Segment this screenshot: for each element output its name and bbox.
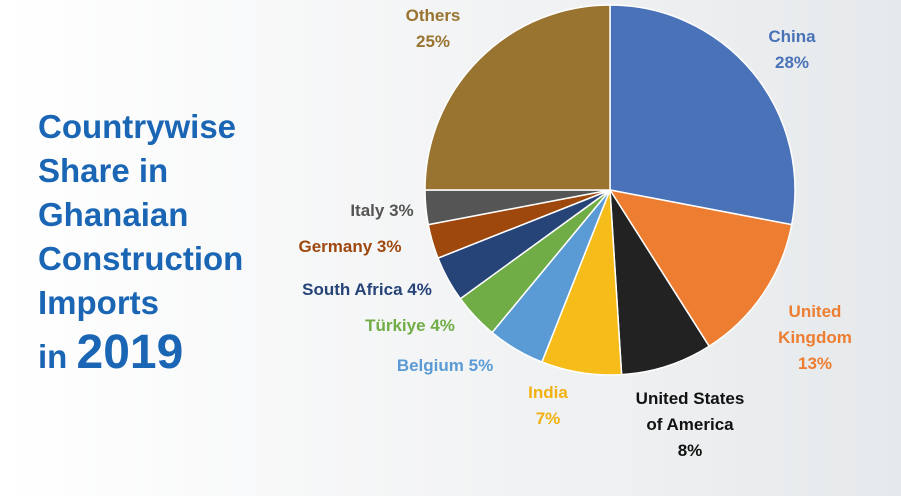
chart-title: Countrywise Share in Ghanaian Constructi…	[38, 105, 243, 379]
data-label: Others 25%	[373, 3, 493, 55]
pie-slice	[608, 188, 793, 348]
label-name: Italy	[350, 201, 385, 220]
label-name: United States of America	[635, 389, 745, 434]
label-value: 8%	[677, 441, 703, 460]
label-value: 28%	[774, 53, 810, 72]
label-name: Belgium	[396, 356, 464, 375]
data-label: India 7%	[508, 380, 588, 432]
data-label: Belgium 5%	[365, 353, 525, 379]
pie-slice	[609, 4, 796, 226]
pie-slice	[424, 4, 611, 191]
label-name: Others	[405, 6, 461, 25]
label-value: 4%	[407, 280, 432, 299]
label-value: 7%	[535, 409, 561, 428]
label-name: Germany	[298, 237, 373, 256]
data-label: South Africa 4%	[267, 277, 467, 303]
label-value: 3%	[389, 201, 414, 220]
title-line: Share in	[38, 152, 169, 189]
label-value: 25%	[415, 32, 451, 51]
label-value: 3%	[376, 237, 402, 256]
data-label: Germany 3%	[260, 234, 440, 260]
data-label: Türkiye 4%	[330, 313, 490, 339]
title-line: Countrywise	[38, 108, 237, 145]
title-line: Construction	[38, 240, 244, 277]
title-year: 2019	[76, 326, 184, 379]
label-value: 13%	[797, 354, 833, 373]
label-value: 4%	[430, 316, 455, 335]
data-label: United States of America 8%	[628, 386, 753, 464]
title-year-prefix: in	[38, 338, 68, 375]
label-name: United Kingdom	[778, 302, 852, 347]
label-value: 5%	[468, 356, 494, 375]
data-label: China 28%	[732, 24, 852, 76]
title-line: Imports	[38, 284, 160, 321]
pie-slice	[609, 189, 711, 376]
label-name: China	[768, 27, 816, 46]
data-label: United Kingdom 13%	[765, 299, 865, 377]
label-name: Türkiye	[365, 316, 426, 335]
title-line: Ghanaian	[38, 196, 189, 233]
label-name: India	[528, 383, 568, 402]
label-name: South Africa	[302, 280, 403, 299]
data-label: Italy 3%	[312, 198, 452, 224]
